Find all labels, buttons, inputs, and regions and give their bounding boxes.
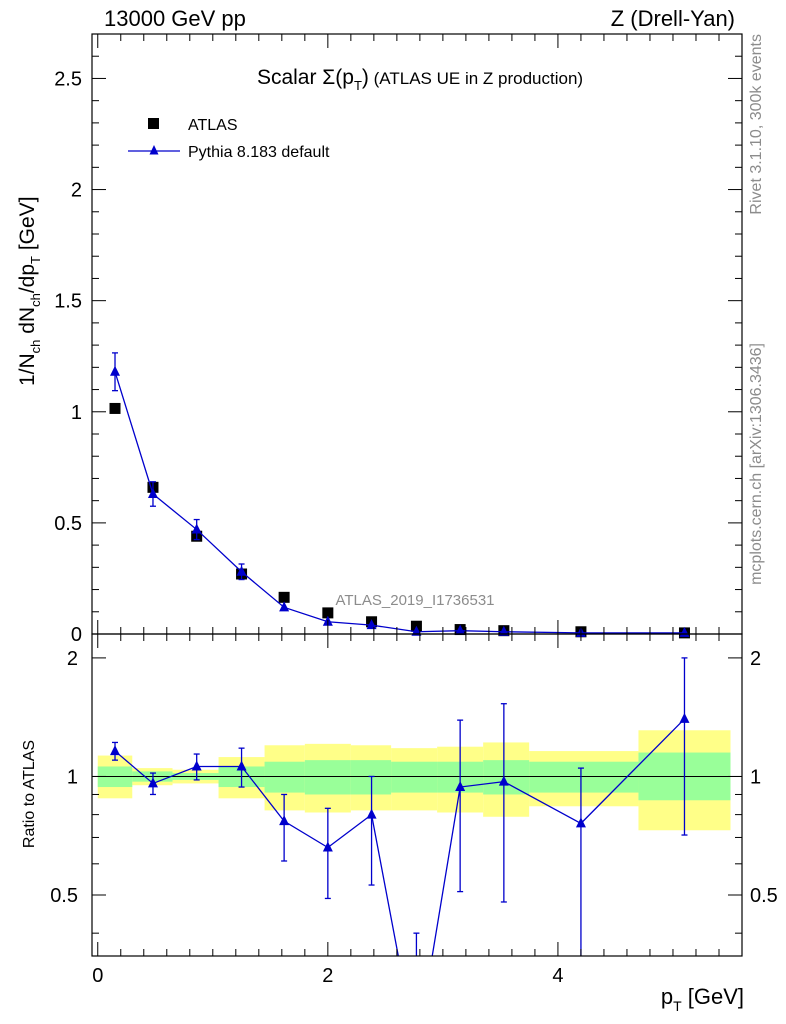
ratio-y-tick-label-right: 2 [750, 648, 761, 670]
ratio-mc-point [679, 712, 690, 723]
ratio-mc-point [575, 817, 586, 828]
mc-point [147, 488, 158, 498]
ratio-y-tick-label: 0.5 [50, 885, 78, 907]
ratio-mc-point [322, 841, 333, 852]
rivet-label: Rivet 3.1.10, 300k events [748, 34, 765, 215]
mc-point [455, 624, 466, 635]
ratio-band-inner [483, 760, 530, 795]
x-tick-label: 0 [92, 965, 103, 987]
header-left: 13000 GeV pp [104, 6, 246, 31]
header-right: Z (Drell-Yan) [611, 6, 735, 31]
main-y-tick-label: 2 [71, 180, 82, 202]
main-y-axis-label: 1/Nch dNch/dpT [GeV] [16, 196, 43, 386]
mc-point [366, 619, 377, 630]
ratio-mc-point [279, 815, 290, 826]
data-point [109, 402, 121, 414]
data-point [322, 607, 334, 619]
ratio-band-inner [304, 760, 351, 795]
main-y-tick-label: 0.5 [54, 513, 82, 535]
ratio-band-inner [264, 761, 305, 793]
data-point [278, 591, 290, 603]
legend-data-label: ATLAS [188, 117, 238, 134]
mc-point [191, 523, 202, 534]
analysis-label: ATLAS_2019_I1736531 [335, 592, 494, 609]
ratio-mc-point [366, 808, 377, 819]
plot-title: Scalar Σ(pT) (ATLAS UE in Z production) [257, 66, 583, 93]
mc-point [498, 625, 509, 636]
mc-line [114, 371, 685, 634]
mc-point [110, 365, 121, 376]
main-y-tick-label: 1 [71, 402, 82, 424]
ratio-mc-point [110, 745, 121, 756]
x-tick-label: 4 [552, 965, 563, 987]
ratio-mc-line [114, 718, 685, 956]
legend-mc-label: Pythia 8.183 default [188, 144, 330, 161]
ratio-y-tick-label-right: 1 [750, 766, 761, 788]
x-tick-label: 2 [322, 965, 333, 987]
ratio-band-inner [529, 761, 639, 793]
legend-data-marker [148, 118, 159, 129]
main-y-tick-label: 0 [71, 624, 82, 646]
ratio-y-tick-label-right: 0.5 [750, 885, 778, 907]
ratio-mc-point [498, 775, 509, 786]
main-y-tick-label: 2.5 [54, 68, 82, 90]
ratio-y-tick-label: 2 [67, 648, 78, 670]
mc-point [279, 601, 290, 612]
mcplots-label: mcplots.cern.ch [arXiv:1306.3436] [748, 343, 765, 585]
legend-mc-marker [149, 145, 159, 155]
mc-point [411, 625, 422, 636]
main-y-tick-label: 1.5 [54, 291, 82, 313]
x-axis-label: pT [GeV] [661, 984, 744, 1014]
ratio-mc-point [455, 781, 466, 792]
mc-point [236, 565, 247, 576]
ratio-y-tick-label: 1 [67, 766, 78, 788]
ratio-mc-point [191, 760, 202, 771]
ratio-y-axis-label: Ratio to ATLAS [21, 740, 38, 848]
ratio-panel-frame [91, 633, 743, 957]
ratio-mc-point [236, 760, 247, 771]
ratio-mc-point [147, 777, 158, 788]
ratio-band-inner [391, 761, 438, 793]
